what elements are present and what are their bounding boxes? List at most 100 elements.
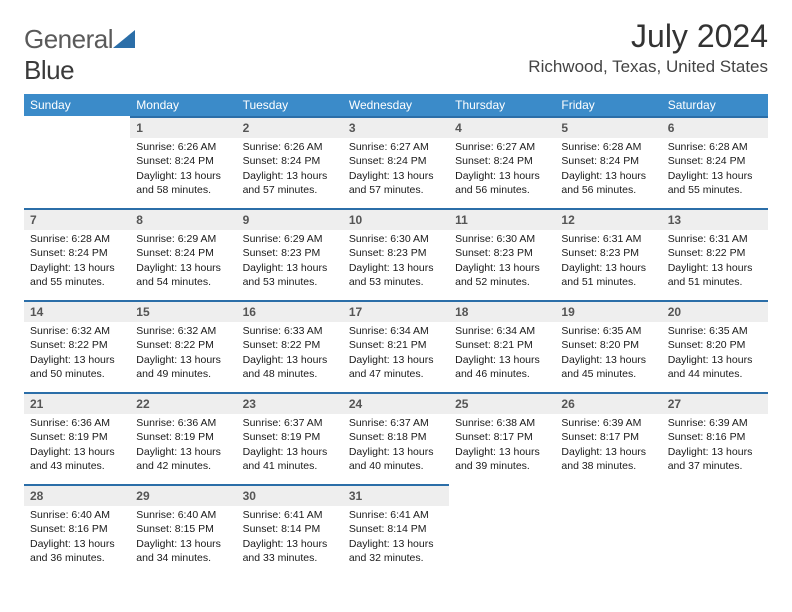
daylight-text: Daylight: 13 hours and 53 minutes. (349, 261, 443, 289)
sunset-text: Sunset: 8:21 PM (455, 338, 549, 352)
calendar-cell: 22Sunrise: 6:36 AMSunset: 8:19 PMDayligh… (130, 392, 236, 484)
sunrise-text: Sunrise: 6:31 AM (668, 232, 762, 246)
sunset-text: Sunset: 8:24 PM (668, 154, 762, 168)
calendar-cell: 20Sunrise: 6:35 AMSunset: 8:20 PMDayligh… (662, 300, 768, 392)
day-body: Sunrise: 6:36 AMSunset: 8:19 PMDaylight:… (24, 414, 130, 477)
daylight-text: Daylight: 13 hours and 40 minutes. (349, 445, 443, 473)
calendar-cell (449, 484, 555, 576)
brand-text: GeneralBlue (24, 24, 135, 86)
calendar-cell (555, 484, 661, 576)
daylight-text: Daylight: 13 hours and 50 minutes. (30, 353, 124, 381)
daylight-text: Daylight: 13 hours and 58 minutes. (136, 169, 230, 197)
calendar-cell: 27Sunrise: 6:39 AMSunset: 8:16 PMDayligh… (662, 392, 768, 484)
day-number: 28 (24, 484, 130, 506)
day-body: Sunrise: 6:30 AMSunset: 8:23 PMDaylight:… (343, 230, 449, 293)
daylight-text: Daylight: 13 hours and 57 minutes. (243, 169, 337, 197)
daylight-text: Daylight: 13 hours and 45 minutes. (561, 353, 655, 381)
day-body: Sunrise: 6:40 AMSunset: 8:16 PMDaylight:… (24, 506, 130, 569)
calendar-cell: 15Sunrise: 6:32 AMSunset: 8:22 PMDayligh… (130, 300, 236, 392)
calendar-cell: 8Sunrise: 6:29 AMSunset: 8:24 PMDaylight… (130, 208, 236, 300)
sunrise-text: Sunrise: 6:35 AM (668, 324, 762, 338)
calendar-cell: 13Sunrise: 6:31 AMSunset: 8:22 PMDayligh… (662, 208, 768, 300)
day-number: 25 (449, 392, 555, 414)
day-number: 9 (237, 208, 343, 230)
day-of-week-header: Friday (555, 94, 661, 116)
day-number: 20 (662, 300, 768, 322)
day-number: 1 (130, 116, 236, 138)
calendar-cell: 21Sunrise: 6:36 AMSunset: 8:19 PMDayligh… (24, 392, 130, 484)
sunrise-text: Sunrise: 6:29 AM (136, 232, 230, 246)
daylight-text: Daylight: 13 hours and 51 minutes. (561, 261, 655, 289)
day-body: Sunrise: 6:32 AMSunset: 8:22 PMDaylight:… (130, 322, 236, 385)
sunrise-text: Sunrise: 6:41 AM (349, 508, 443, 522)
daylight-text: Daylight: 13 hours and 34 minutes. (136, 537, 230, 565)
brand-part2: Blue (24, 55, 74, 85)
title-block: July 2024 Richwood, Texas, United States (528, 18, 768, 77)
day-body: Sunrise: 6:35 AMSunset: 8:20 PMDaylight:… (662, 322, 768, 385)
sunset-text: Sunset: 8:14 PM (243, 522, 337, 536)
sunset-text: Sunset: 8:20 PM (561, 338, 655, 352)
sunset-text: Sunset: 8:24 PM (243, 154, 337, 168)
calendar-cell: 28Sunrise: 6:40 AMSunset: 8:16 PMDayligh… (24, 484, 130, 576)
calendar-cell: 5Sunrise: 6:28 AMSunset: 8:24 PMDaylight… (555, 116, 661, 208)
day-body: Sunrise: 6:30 AMSunset: 8:23 PMDaylight:… (449, 230, 555, 293)
daylight-text: Daylight: 13 hours and 48 minutes. (243, 353, 337, 381)
day-body: Sunrise: 6:37 AMSunset: 8:19 PMDaylight:… (237, 414, 343, 477)
day-body: Sunrise: 6:41 AMSunset: 8:14 PMDaylight:… (343, 506, 449, 569)
daylight-text: Daylight: 13 hours and 49 minutes. (136, 353, 230, 381)
day-body: Sunrise: 6:35 AMSunset: 8:20 PMDaylight:… (555, 322, 661, 385)
daylight-text: Daylight: 13 hours and 36 minutes. (30, 537, 124, 565)
day-of-week-header: Tuesday (237, 94, 343, 116)
sunrise-text: Sunrise: 6:28 AM (668, 140, 762, 154)
day-number: 5 (555, 116, 661, 138)
day-number: 19 (555, 300, 661, 322)
day-number: 17 (343, 300, 449, 322)
day-body: Sunrise: 6:34 AMSunset: 8:21 PMDaylight:… (449, 322, 555, 385)
sunset-text: Sunset: 8:14 PM (349, 522, 443, 536)
calendar-table: SundayMondayTuesdayWednesdayThursdayFrid… (24, 94, 768, 576)
daylight-text: Daylight: 13 hours and 44 minutes. (668, 353, 762, 381)
sunrise-text: Sunrise: 6:32 AM (136, 324, 230, 338)
sunrise-text: Sunrise: 6:30 AM (455, 232, 549, 246)
sunset-text: Sunset: 8:22 PM (243, 338, 337, 352)
day-number: 30 (237, 484, 343, 506)
daylight-text: Daylight: 13 hours and 54 minutes. (136, 261, 230, 289)
sunset-text: Sunset: 8:20 PM (668, 338, 762, 352)
day-body: Sunrise: 6:26 AMSunset: 8:24 PMDaylight:… (237, 138, 343, 201)
calendar-cell: 3Sunrise: 6:27 AMSunset: 8:24 PMDaylight… (343, 116, 449, 208)
calendar-cell: 26Sunrise: 6:39 AMSunset: 8:17 PMDayligh… (555, 392, 661, 484)
day-body: Sunrise: 6:38 AMSunset: 8:17 PMDaylight:… (449, 414, 555, 477)
calendar-cell: 19Sunrise: 6:35 AMSunset: 8:20 PMDayligh… (555, 300, 661, 392)
daylight-text: Daylight: 13 hours and 55 minutes. (30, 261, 124, 289)
brand-triangle-icon (113, 30, 135, 48)
day-number: 22 (130, 392, 236, 414)
day-number: 21 (24, 392, 130, 414)
sunset-text: Sunset: 8:24 PM (136, 154, 230, 168)
calendar-cell (24, 116, 130, 208)
day-of-week-header: Saturday (662, 94, 768, 116)
day-body: Sunrise: 6:29 AMSunset: 8:24 PMDaylight:… (130, 230, 236, 293)
sunrise-text: Sunrise: 6:27 AM (455, 140, 549, 154)
daylight-text: Daylight: 13 hours and 47 minutes. (349, 353, 443, 381)
sunset-text: Sunset: 8:16 PM (668, 430, 762, 444)
daylight-text: Daylight: 13 hours and 51 minutes. (668, 261, 762, 289)
daylight-text: Daylight: 13 hours and 53 minutes. (243, 261, 337, 289)
calendar-cell: 6Sunrise: 6:28 AMSunset: 8:24 PMDaylight… (662, 116, 768, 208)
day-body: Sunrise: 6:33 AMSunset: 8:22 PMDaylight:… (237, 322, 343, 385)
day-number: 23 (237, 392, 343, 414)
day-body: Sunrise: 6:27 AMSunset: 8:24 PMDaylight:… (449, 138, 555, 201)
calendar-cell: 31Sunrise: 6:41 AMSunset: 8:14 PMDayligh… (343, 484, 449, 576)
calendar-cell: 17Sunrise: 6:34 AMSunset: 8:21 PMDayligh… (343, 300, 449, 392)
sunset-text: Sunset: 8:18 PM (349, 430, 443, 444)
sunset-text: Sunset: 8:17 PM (561, 430, 655, 444)
sunset-text: Sunset: 8:22 PM (668, 246, 762, 260)
daylight-text: Daylight: 13 hours and 38 minutes. (561, 445, 655, 473)
sunset-text: Sunset: 8:16 PM (30, 522, 124, 536)
calendar-week-row: 28Sunrise: 6:40 AMSunset: 8:16 PMDayligh… (24, 484, 768, 576)
calendar-cell: 7Sunrise: 6:28 AMSunset: 8:24 PMDaylight… (24, 208, 130, 300)
sunrise-text: Sunrise: 6:27 AM (349, 140, 443, 154)
calendar-body: 1Sunrise: 6:26 AMSunset: 8:24 PMDaylight… (24, 116, 768, 576)
sunset-text: Sunset: 8:23 PM (455, 246, 549, 260)
daylight-text: Daylight: 13 hours and 32 minutes. (349, 537, 443, 565)
day-number: 18 (449, 300, 555, 322)
